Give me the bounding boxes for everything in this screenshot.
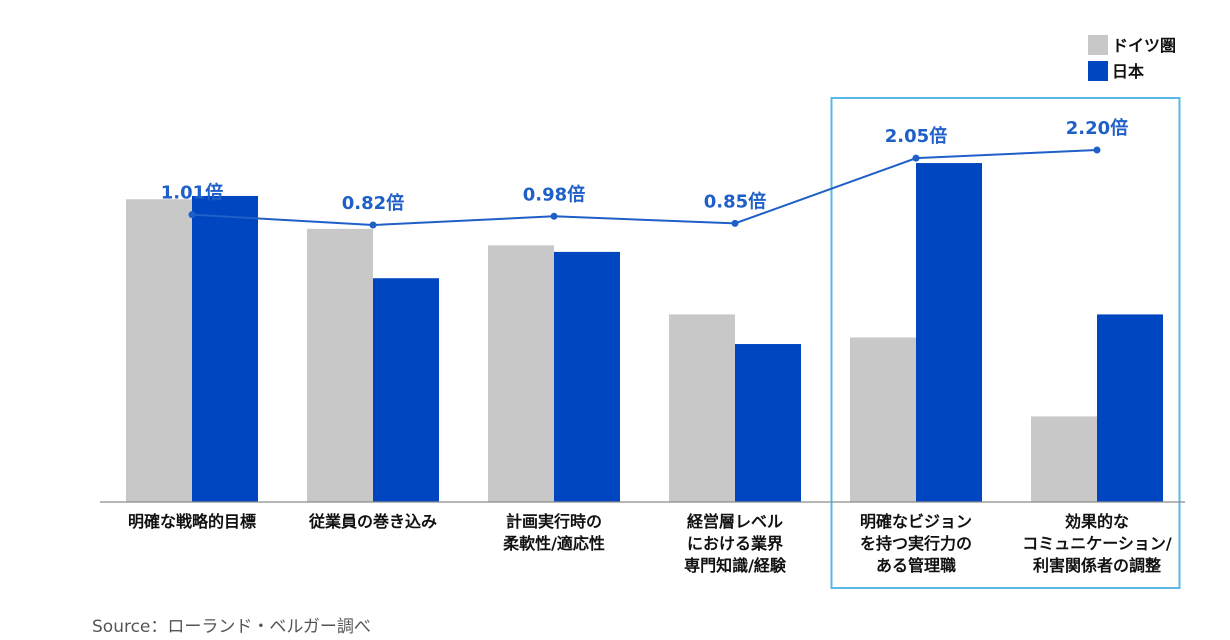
- ratio-point-5: [1093, 146, 1101, 154]
- bar-dach-0: [126, 199, 192, 502]
- legend-swatch-japan: [1088, 61, 1108, 81]
- bar-japan-2: [554, 251, 620, 502]
- category-label-3-line-0: 経営層レベル: [687, 512, 783, 531]
- bar-japan-0: [192, 195, 258, 503]
- category-label-4-line-1: を持つ実行力の: [860, 534, 972, 553]
- bar-japan-3: [735, 344, 801, 502]
- ratio-label-1: 0.82倍: [342, 192, 404, 214]
- ratio-point-4: [912, 154, 920, 162]
- category-label-3-line-1: における業界: [687, 534, 783, 553]
- legend-swatch-dach: [1088, 35, 1108, 55]
- category-label-0-line-0: 明確な戦略的目標: [128, 512, 256, 531]
- category-label-4-line-2: ある管理職: [876, 556, 956, 575]
- bar-japan-1: [373, 278, 439, 502]
- bar-dach-2: [488, 245, 554, 503]
- bar-dach-4: [850, 337, 916, 502]
- bar-dach-3: [669, 314, 735, 502]
- category-label-5-line-2: 利害関係者の調整: [1033, 556, 1161, 575]
- highlight-box: [830, 97, 1181, 589]
- category-label-2-line-0: 計画実行時の: [506, 512, 602, 531]
- ratio-point-3: [731, 219, 739, 227]
- category-label-2-line-1: 柔軟性/適応性: [502, 534, 605, 553]
- category-label-5-line-1: コミュニケーション/: [1022, 534, 1172, 553]
- ratio-label-5: 2.20倍: [1066, 117, 1128, 139]
- ratio-line: [191, 149, 1098, 227]
- source-note: Source：ローランド・ベルガー調べ: [92, 617, 371, 637]
- ratio-point-2: [550, 212, 558, 220]
- bar-japan-4: [916, 163, 982, 502]
- category-label-3-line-2: 専門知識/経験: [684, 556, 787, 575]
- legend-label-dach: ドイツ圏: [1112, 36, 1176, 55]
- category-label-1-line-0: 従業員の巻き込み: [308, 512, 437, 531]
- category-label-4-line-0: 明確なビジョン: [860, 512, 972, 531]
- bar-japan-5: [1097, 314, 1163, 502]
- ratio-point-1: [369, 221, 377, 229]
- ratio-label-2: 0.98倍: [523, 183, 585, 205]
- ratio-label-4: 2.05倍: [885, 125, 947, 147]
- category-label-5-line-0: 効果的な: [1065, 512, 1129, 531]
- bar-dach-1: [307, 228, 373, 502]
- ratio-label-0: 1.01倍: [161, 182, 223, 204]
- ratio-point-0: [188, 211, 196, 219]
- bar-dach-5: [1031, 416, 1097, 502]
- ratio-label-3: 0.85倍: [704, 190, 766, 212]
- legend-label-japan: 日本: [1112, 62, 1144, 81]
